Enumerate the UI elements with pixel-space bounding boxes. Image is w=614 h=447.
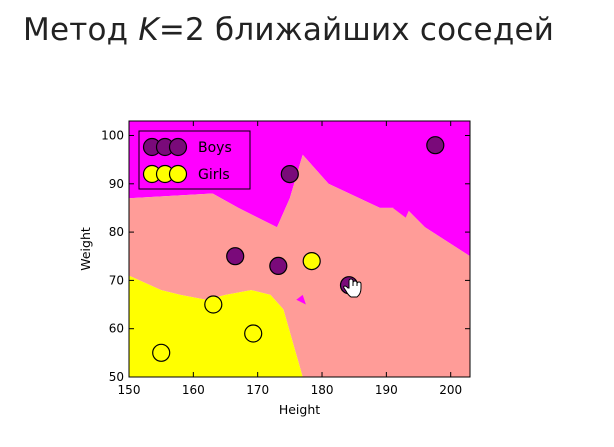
title-prefix: Метод xyxy=(23,12,139,48)
y-axis-label: Weight xyxy=(78,227,93,271)
x-tick-label: 150 xyxy=(118,383,141,397)
title-k: K xyxy=(138,12,159,48)
y-tick-label: 50 xyxy=(109,370,124,384)
region-boys xyxy=(129,121,470,257)
region-boys-island xyxy=(392,203,413,218)
region-girls xyxy=(129,275,303,377)
point-girls xyxy=(302,252,321,271)
hand-cursor-shape xyxy=(343,278,362,298)
legend-boys-markers xyxy=(142,137,188,157)
region-boys-island xyxy=(296,294,306,305)
legend-box xyxy=(138,130,251,190)
x-tick-label: 200 xyxy=(439,383,462,397)
hand-cursor-icon xyxy=(343,278,362,298)
point-girls xyxy=(152,343,171,362)
x-axis-label: Height xyxy=(279,402,320,417)
y-tick-label: 80 xyxy=(109,225,124,239)
x-tick-label: 170 xyxy=(246,383,269,397)
point-boys xyxy=(280,165,299,184)
x-tick-label: 190 xyxy=(375,383,398,397)
point-boys xyxy=(226,247,245,266)
y-tick-label: 90 xyxy=(109,177,124,191)
legend-girls-markers xyxy=(142,164,188,184)
point-boys xyxy=(426,136,445,155)
plot-frame xyxy=(128,120,471,378)
x-tick-label: 160 xyxy=(182,383,205,397)
legend-label-boys: Boys xyxy=(198,140,232,156)
y-tick-label: 60 xyxy=(109,322,124,336)
regions-layer xyxy=(129,121,470,377)
slide-title: Метод K=2 ближайших соседей xyxy=(23,12,554,48)
legend: Boys Girls xyxy=(138,130,251,190)
y-tick-label: 70 xyxy=(109,273,124,287)
point-girls xyxy=(204,295,223,314)
ticks-layer: 150 160 170 180 190 200 50 60 70 80 90 100 xyxy=(101,121,470,397)
point-boys xyxy=(269,256,288,275)
title-suffix: =2 ближайших соседей xyxy=(158,12,555,48)
legend-label-girls: Girls xyxy=(198,167,230,183)
x-tick-label: 180 xyxy=(311,383,334,397)
y-tick-label: 100 xyxy=(101,128,124,142)
legend-marker-boys xyxy=(168,137,188,157)
region-mixed xyxy=(129,154,470,377)
point-girls xyxy=(244,324,263,343)
legend-marker-girls xyxy=(168,164,188,184)
